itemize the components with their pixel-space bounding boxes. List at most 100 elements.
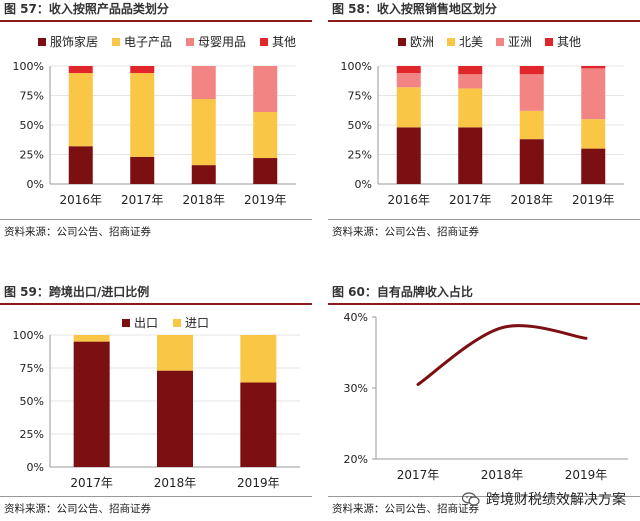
x-tick-label: 2017年 — [121, 193, 164, 207]
y-tick-label: 50% — [20, 119, 44, 132]
bar-segment — [396, 127, 421, 184]
chart-panel-57: 图 57：收入按照产品品类划分 服饰家居 电子产品 母婴用品 其他 100% 75% 50%… — [0, 0, 312, 250]
legend-label: 其他 — [272, 35, 296, 49]
bar-segment — [253, 112, 278, 159]
chart-57: 服饰家居 电子产品 母婴用品 其他 100% 75% 50% 25% 0% 2016年 2017年 2… — [13, 34, 296, 207]
legend-swatch — [545, 38, 553, 46]
y-tick-label: 50% — [20, 395, 44, 408]
y-tick-label: 75% — [348, 90, 372, 103]
chart-title: 图 59：跨境出口/进口比例 — [0, 283, 312, 305]
y-tick-label: 0% — [27, 461, 44, 474]
legend-swatch — [38, 38, 46, 46]
legend-label: 电子产品 — [124, 35, 172, 49]
y-tick-label: 30% — [344, 382, 368, 395]
bar-segment — [519, 66, 544, 75]
legend-swatch — [112, 38, 120, 46]
y-tick-label: 25% — [348, 149, 372, 162]
chart-panel-60: 图 60：自有品牌收入占比 40% 30% 20% 2017年 2018年 2019年 资… — [328, 283, 640, 521]
bar-segment — [157, 335, 193, 371]
legend-swatch — [447, 38, 455, 46]
bar-segment — [396, 87, 421, 128]
chart-title: 图 58：收入按照销售地区划分 — [328, 0, 640, 22]
bar-segment — [68, 146, 93, 184]
source-note: 资料来源：公司公告、招商证券 — [4, 503, 151, 515]
chart-panel-59: 图 59：跨境出口/进口比例 出口 进口 100% 75% 50% 25% 0% 2017年 2… — [0, 283, 312, 521]
x-tick-label: 2016年 — [387, 193, 430, 207]
y-tick-label: 100% — [13, 329, 44, 342]
legend-swatch — [260, 38, 268, 46]
y-tick-label: 0% — [27, 178, 44, 191]
x-tick-label: 2017年 — [70, 476, 113, 490]
x-tick-label: 2019年 — [565, 468, 608, 482]
bar-segment — [458, 74, 483, 89]
y-tick-label: 100% — [341, 60, 372, 73]
x-tick-label: 2016年 — [59, 193, 102, 207]
x-tick-label: 2018年 — [510, 193, 553, 207]
x-tick-label: 2017年 — [397, 468, 440, 482]
watermark-text: 跨境财税绩效解决方案 — [486, 492, 626, 508]
bar-segment — [191, 99, 216, 166]
y-tick-label: 25% — [20, 149, 44, 162]
chart-60: 40% 30% 20% 2017年 2018年 2019年 — [344, 311, 628, 482]
wechat-icon — [461, 492, 480, 506]
y-tick-label: 40% — [344, 311, 368, 324]
legend-label: 其他 — [557, 35, 581, 49]
x-tick-label: 2018年 — [481, 468, 524, 482]
bar-segment — [68, 73, 93, 147]
x-tick-label: 2019年 — [572, 193, 615, 207]
bar-segment — [581, 66, 606, 69]
legend-label: 进口 — [185, 316, 209, 330]
x-tick-label: 2017年 — [449, 193, 492, 207]
bar-segment — [581, 68, 606, 120]
bar-segment — [396, 73, 421, 88]
bar-segment — [68, 66, 93, 74]
bar-segment — [519, 110, 544, 140]
bar-segment — [253, 158, 278, 184]
y-tick-label: 100% — [13, 60, 44, 73]
legend-swatch — [186, 38, 194, 46]
y-tick-label: 75% — [20, 90, 44, 103]
y-tick-label: 25% — [20, 428, 44, 441]
bar-segment — [191, 165, 216, 184]
legend-label: 出口 — [134, 316, 158, 330]
source-note: 资料来源：公司公告、招商证券 — [332, 226, 479, 238]
chart-title: 图 60：自有品牌收入占比 — [328, 283, 640, 305]
x-tick-label: 2018年 — [182, 193, 225, 207]
legend-swatch — [496, 38, 504, 46]
bar-segment — [240, 335, 277, 383]
legend-label: 服饰家居 — [50, 34, 98, 49]
chart-title: 图 57：收入按照产品品类划分 — [0, 0, 312, 22]
bar-segment — [130, 73, 155, 157]
bar-segment — [130, 156, 155, 184]
bar-segment — [581, 119, 606, 149]
chart-panel-58: 图 58：收入按照销售地区划分 欧洲 北美 亚洲 其他 100% 75% 50% 25% 0% 2… — [328, 0, 640, 250]
bar-segment — [519, 74, 544, 111]
legend-label: 欧洲 — [410, 35, 434, 49]
y-tick-label: 0% — [355, 178, 372, 191]
legend-swatch — [173, 319, 181, 327]
bar-segment — [458, 66, 483, 75]
bar-segment — [130, 66, 155, 74]
bar-segment — [73, 335, 110, 342]
legend-swatch — [122, 319, 130, 327]
legend-label: 母婴用品 — [198, 35, 246, 49]
watermark: 跨境财税绩效解决方案 — [461, 489, 626, 509]
bar-segment — [73, 341, 110, 467]
bar-segment — [458, 88, 483, 128]
y-tick-label: 50% — [348, 119, 372, 132]
legend-label: 北美 — [459, 35, 483, 49]
bar-segment — [581, 148, 606, 184]
bar-segment — [240, 382, 277, 467]
bar-segment — [458, 127, 483, 184]
source-note: 资料来源：公司公告、招商证券 — [4, 226, 151, 238]
x-tick-label: 2019年 — [237, 476, 280, 490]
chart-59: 出口 进口 100% 75% 50% 25% 0% 2017年 2018年 2019年 — [13, 316, 300, 490]
bar-segment — [253, 66, 278, 113]
legend-label: 亚洲 — [508, 35, 532, 49]
bar-segment — [157, 370, 193, 467]
legend-swatch — [398, 38, 406, 46]
y-tick-label: 75% — [20, 362, 44, 375]
x-tick-label: 2018年 — [154, 476, 197, 490]
bar-segment — [191, 66, 216, 100]
chart-58: 欧洲 北美 亚洲 其他 100% 75% 50% 25% 0% 2016年 2017年 2018年 20… — [341, 35, 624, 207]
